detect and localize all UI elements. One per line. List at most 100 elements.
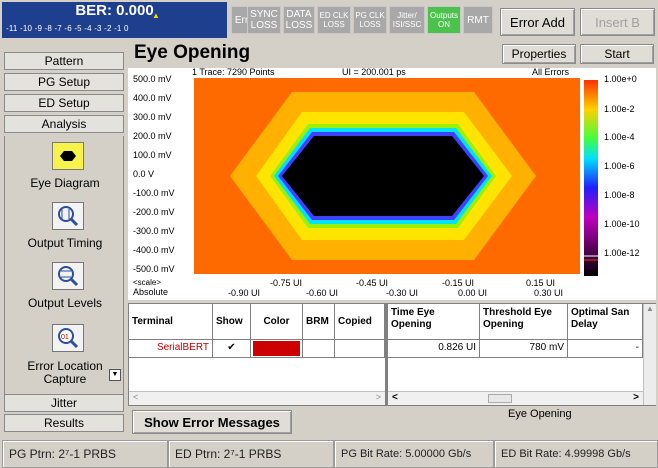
nav-pattern[interactable]: Pattern	[4, 52, 124, 70]
legend-label: 1.00e-6	[604, 161, 635, 171]
scroll-left-icon[interactable]: <	[133, 392, 139, 402]
legend-label: 1.00e+0	[604, 74, 637, 84]
nav-pg-setup[interactable]: PG Setup	[4, 73, 124, 91]
indicator-outputs-on: Outputs ON	[427, 6, 461, 34]
header-optimal-delay[interactable]: Optimal San Delay	[568, 304, 643, 340]
scale-label: <scale>	[133, 278, 162, 287]
scroll-left-icon[interactable]: <	[392, 392, 398, 403]
start-button[interactable]: Start	[580, 44, 654, 64]
nav-results[interactable]: Results	[4, 414, 124, 432]
horizontal-scrollbar-right[interactable]: < >	[388, 391, 643, 405]
x-scale-label: -0.75 UI	[270, 278, 303, 288]
header-brm[interactable]: BRM	[303, 304, 335, 340]
x-abs-label: -0.90 UI	[228, 288, 261, 298]
y-tick-label: 300.0 mV	[133, 112, 172, 122]
x-abs-label: -0.30 UI	[386, 288, 419, 298]
header-terminal[interactable]: Terminal	[129, 304, 213, 340]
cell-brm	[303, 340, 335, 358]
scroll-right-icon[interactable]: >	[375, 392, 381, 402]
indicator-sync-loss: SYNC LOSS	[247, 6, 281, 34]
error-add-button[interactable]: Error Add	[500, 8, 575, 36]
ber-value: BER: 0.000	[75, 2, 154, 19]
x-scale-label: -0.15 UI	[442, 278, 475, 288]
header-show[interactable]: Show	[213, 304, 251, 340]
properties-button[interactable]: Properties	[502, 44, 576, 64]
legend-label: 1.00e-8	[604, 190, 635, 200]
indicator-pg-clk-loss: PG CLK LOSS	[353, 6, 387, 34]
show-checkbox[interactable]: ✔	[213, 340, 251, 358]
indicator-ed-clk-loss: ED CLK LOSS	[317, 6, 351, 34]
scroll-right-icon[interactable]: >	[633, 392, 639, 403]
eye-diagram-icon[interactable]	[52, 142, 84, 170]
y-tick-label: -400.0 mV	[133, 245, 175, 255]
ui-info: UI = 200.001 ps	[342, 67, 406, 77]
page-title: Eye Opening	[134, 42, 251, 63]
svg-text:01: 01	[61, 334, 69, 341]
table-splitter[interactable]	[385, 304, 388, 405]
errors-info: All Errors	[532, 67, 570, 77]
ber-display: BER: 0.000 ▲ -11 -10 -9 -8 -7 -6 -5 -4 -…	[2, 2, 227, 38]
insert-b-button[interactable]: Insert B	[580, 8, 655, 36]
legend-label: 1.00e-10	[604, 219, 640, 229]
horizontal-scrollbar-left[interactable]: < >	[129, 391, 385, 405]
y-tick-label: 100.0 mV	[133, 150, 172, 160]
header-color[interactable]: Color	[251, 304, 303, 340]
header-copied[interactable]: Copied	[335, 304, 385, 340]
eye-diagram-plot[interactable]	[194, 78, 580, 274]
error-location-icon[interactable]: 01	[52, 324, 84, 352]
indicator-rmt: RMT	[463, 6, 493, 34]
cell-threshold-eye: 780 mV	[480, 340, 568, 358]
x-abs-label: -0.60 UI	[306, 288, 339, 298]
x-abs-label: 0.00 UI	[458, 288, 488, 298]
y-tick-label: 200.0 mV	[133, 131, 172, 141]
x-abs-label: 0.30 UI	[534, 288, 564, 298]
scroll-thumb[interactable]	[488, 394, 512, 403]
y-tick-label: 500.0 mV	[133, 74, 172, 84]
ber-marker-icon: ▲	[152, 11, 160, 20]
legend-label: 1.00e-12	[604, 248, 640, 258]
eye-diagram-label[interactable]: Eye Diagram	[30, 176, 100, 190]
y-tick-label: 400.0 mV	[133, 93, 172, 103]
results-table: Terminal Show Color BRM Copied Time Eye …	[128, 303, 656, 406]
trace-info: 1 Trace: 7290 Points	[192, 67, 275, 77]
color-swatch[interactable]	[253, 341, 300, 356]
status-pg-bit-rate: PG Bit Rate: 5.00000 Gb/s	[334, 440, 494, 468]
cell-terminal: SerialBERT	[129, 340, 213, 358]
cell-time-eye: 0.826 UI	[388, 340, 480, 358]
color-scale-bar	[584, 80, 598, 276]
indicator-data-loss: DATA LOSS	[283, 6, 315, 34]
output-timing-label[interactable]: Output Timing	[27, 236, 103, 250]
y-tick-label: -500.0 mV	[133, 264, 175, 274]
nav-analysis[interactable]: Analysis	[4, 115, 124, 133]
legend-label: 1.00e-4	[604, 132, 635, 142]
status-ed-pattern: ED Ptrn: 2⁷-1 PRBS	[168, 440, 334, 468]
eye-plot-panel: 500.0 mV 400.0 mV 300.0 mV 200.0 mV 100.…	[128, 67, 656, 300]
y-tick-label: -200.0 mV	[133, 207, 175, 217]
output-timing-icon[interactable]	[52, 202, 84, 230]
output-levels-label[interactable]: Output Levels	[27, 296, 103, 310]
x-scale-label: 0.15 UI	[526, 278, 556, 288]
nav-ed-setup[interactable]: ED Setup	[4, 94, 124, 112]
nav-jitter[interactable]: Jitter	[4, 394, 124, 412]
scroll-down-icon[interactable]: ▼	[109, 369, 121, 381]
output-levels-icon[interactable]	[52, 262, 84, 290]
absolute-label: Absolute	[133, 287, 169, 297]
cell-color[interactable]	[251, 340, 303, 358]
cell-optimal-delay: -	[568, 340, 643, 358]
status-pg-pattern: PG Ptrn: 2⁷-1 PRBS	[2, 440, 168, 468]
vertical-scrollbar[interactable]: ▲	[643, 304, 656, 405]
header-threshold-eye[interactable]: Threshold Eye Opening	[480, 304, 568, 340]
legend-label: 1.00e-2	[604, 104, 635, 114]
ber-scale: -11 -10 -9 -8 -7 -6 -5 -4 -3 -2 -1 0	[6, 24, 129, 33]
scroll-up-icon[interactable]: ▲	[646, 304, 654, 313]
header-time-eye[interactable]: Time Eye Opening	[388, 304, 480, 340]
show-error-messages-button[interactable]: Show Error Messages	[132, 410, 292, 434]
error-location-label[interactable]: Error Location Capture	[27, 360, 103, 386]
x-scale-label: -0.45 UI	[356, 278, 389, 288]
y-tick-label: 0.0 V	[133, 169, 155, 179]
status-ed-bit-rate: ED Bit Rate: 4.99998 Gb/s	[494, 440, 658, 468]
y-tick-label: -300.0 mV	[133, 226, 175, 236]
analysis-panel: Eye Diagram Output Timing Output Levels …	[4, 136, 124, 394]
cell-copied	[335, 340, 385, 358]
top-bar: BER: 0.000 ▲ -11 -10 -9 -8 -7 -6 -5 -4 -…	[0, 0, 658, 40]
